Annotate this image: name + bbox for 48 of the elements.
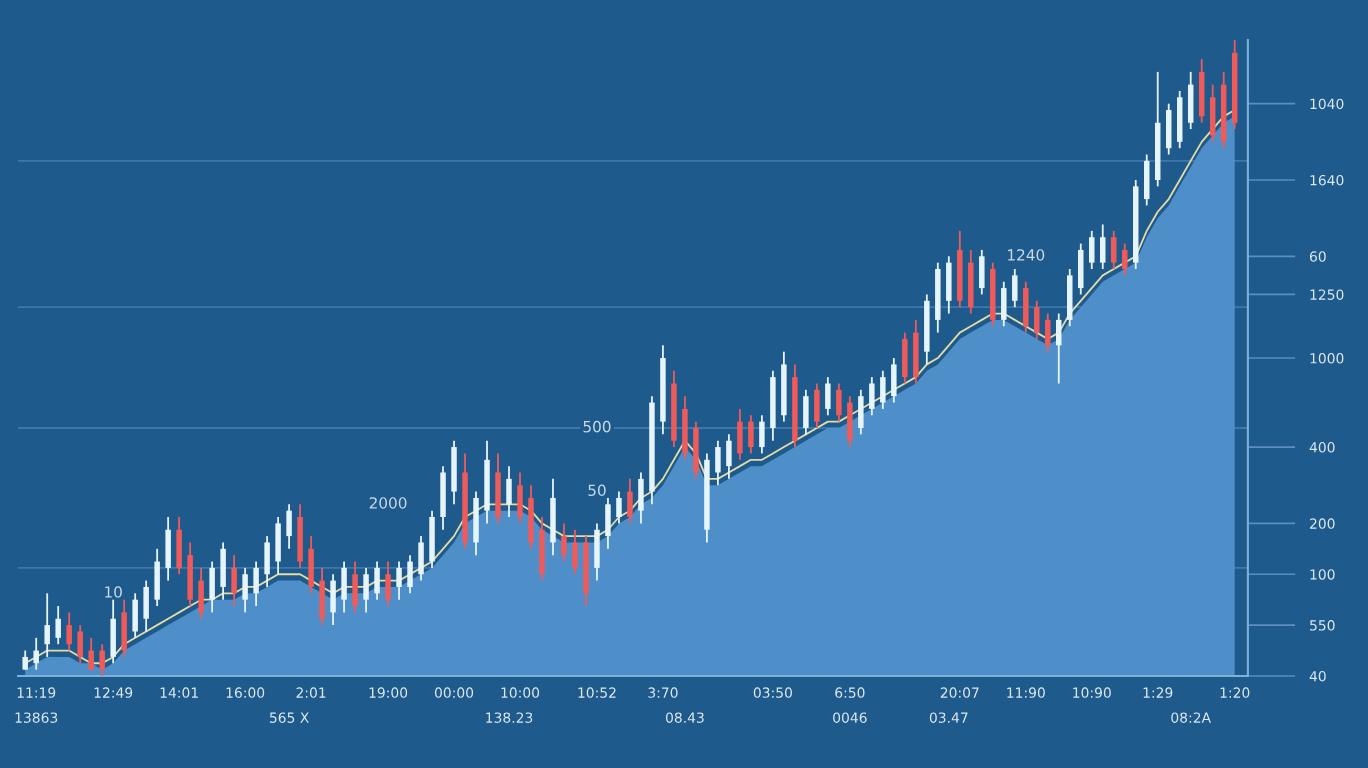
x-tick-label: 10:90 [1073, 687, 1111, 698]
x-tick-label: 14:01 [160, 687, 198, 698]
candlestick [55, 605, 61, 646]
x-tick-label: 565 X [269, 712, 309, 723]
x-tick-label: 10:00 [501, 687, 540, 698]
candlestick [88, 636, 94, 671]
x-tick-label: 3:70 [648, 687, 678, 698]
category-label: 100 [1310, 569, 1335, 580]
category-label: 40 [1309, 670, 1326, 682]
annotation: 50 [588, 484, 606, 497]
category-label: 60 [1309, 251, 1326, 262]
annotation: 1240 [1008, 249, 1045, 261]
candlestick [66, 611, 72, 652]
x-tick-label: 6:50 0046 [833, 687, 867, 723]
x-tick-label: 11:90 [1007, 687, 1045, 698]
x-tick-label: 20:07 [940, 687, 979, 698]
candlestick [44, 592, 50, 658]
x-tick-label: 19:00 [369, 687, 408, 698]
x-tick-label: 1:29 [1143, 687, 1173, 698]
x-tick-label: 2:01 [296, 687, 326, 698]
candlestick [1121, 242, 1128, 277]
x-tick-label: 138.23 [486, 712, 533, 723]
x-tick-label: 12:49 [94, 687, 133, 698]
x-tick-label: 00:00 [434, 687, 474, 698]
x-tick-label: 16:00 [226, 687, 265, 698]
annotation: 2000 [369, 497, 407, 509]
x-tick-label: 1:20 [1220, 687, 1250, 698]
category-label: 400 [1309, 442, 1335, 453]
category-label: 1000 [1310, 353, 1344, 364]
x-tick-label: 03:50 [753, 687, 792, 698]
category-label: 1640 [1310, 174, 1344, 186]
x-tick-label: 03.47 [929, 712, 968, 723]
x-tick-label: 08.43 [665, 712, 704, 723]
x-tick-label: 11:19 13863 [15, 687, 58, 723]
candlestick [22, 649, 28, 671]
category-label: 200 [1310, 518, 1335, 529]
category-label: 550 [1310, 620, 1335, 631]
candlestick [616, 490, 622, 525]
candlestick [561, 522, 567, 563]
candlestick [33, 636, 39, 671]
annotation: 10 [105, 586, 122, 598]
annotation: 500 [583, 420, 611, 433]
category-label: 1250 [1310, 289, 1344, 300]
x-tick-label: 08:2A [1171, 712, 1211, 723]
category-label: 1040 [1310, 98, 1344, 110]
candlestick [396, 560, 402, 601]
candlestick [99, 643, 105, 677]
x-tick-label: 10:52 [578, 687, 616, 698]
